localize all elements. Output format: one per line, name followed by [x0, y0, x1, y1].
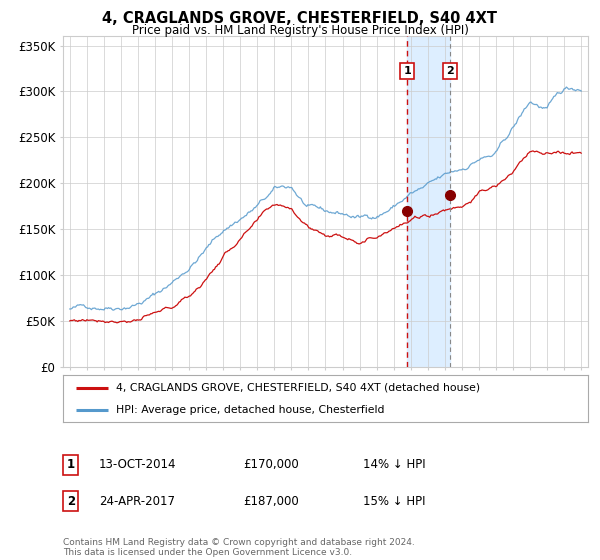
Text: 4, CRAGLANDS GROVE, CHESTERFIELD, S40 4XT: 4, CRAGLANDS GROVE, CHESTERFIELD, S40 4X… — [103, 11, 497, 26]
Text: 1: 1 — [67, 458, 75, 472]
Text: Price paid vs. HM Land Registry's House Price Index (HPI): Price paid vs. HM Land Registry's House … — [131, 24, 469, 36]
Text: 15% ↓ HPI: 15% ↓ HPI — [363, 494, 425, 508]
Text: £187,000: £187,000 — [243, 494, 299, 508]
Text: 13-OCT-2014: 13-OCT-2014 — [99, 458, 176, 472]
Text: 4, CRAGLANDS GROVE, CHESTERFIELD, S40 4XT (detached house): 4, CRAGLANDS GROVE, CHESTERFIELD, S40 4X… — [115, 382, 479, 393]
Text: HPI: Average price, detached house, Chesterfield: HPI: Average price, detached house, Ches… — [115, 404, 384, 414]
Text: Contains HM Land Registry data © Crown copyright and database right 2024.
This d: Contains HM Land Registry data © Crown c… — [63, 538, 415, 557]
Text: 14% ↓ HPI: 14% ↓ HPI — [363, 458, 425, 472]
Text: £170,000: £170,000 — [243, 458, 299, 472]
Text: 24-APR-2017: 24-APR-2017 — [99, 494, 175, 508]
Text: 2: 2 — [446, 66, 454, 76]
Bar — [407, 36, 450, 367]
Text: 2: 2 — [67, 494, 75, 508]
Text: 1: 1 — [403, 66, 411, 76]
